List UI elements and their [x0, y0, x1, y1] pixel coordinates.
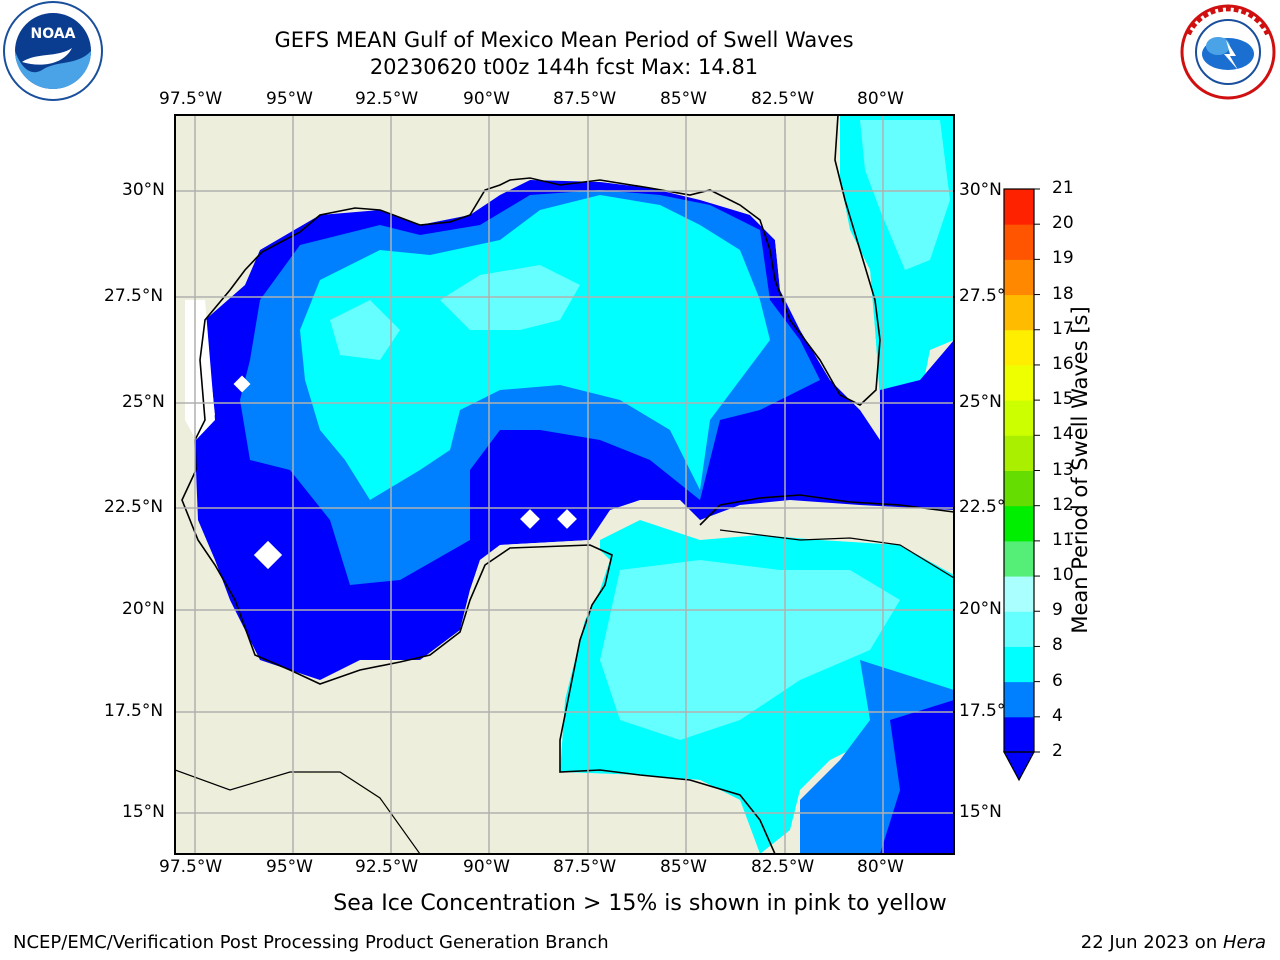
colorbar-label: Mean Period of Swell Waves [s] [1068, 306, 1092, 634]
colorbar [1002, 188, 1040, 782]
noaa-logo-icon: NOAA [2, 0, 104, 102]
yucatan-land [175, 540, 610, 854]
chart-title: GEFS MEAN Gulf of Mexico Mean Period of … [274, 28, 854, 52]
chart-subtitle: 20230620 t00z 144h fcst Max: 14.81 [369, 55, 759, 79]
gulf-swell-field-6s [300, 195, 770, 500]
colorbar-tick-label: 21 [1052, 178, 1074, 198]
colorbar-tick-label: 13 [1052, 459, 1074, 480]
no-data-patch-5 [233, 375, 251, 393]
colorbar-tick-label: 11 [1052, 529, 1074, 550]
machine-name: Hera [1222, 932, 1266, 953]
colorbar-swatch [1004, 611, 1034, 647]
lon-label-top: 82.5°W [751, 89, 815, 109]
colorbar-swatch [1004, 400, 1034, 436]
colorbar-tick-label: 19 [1052, 248, 1074, 269]
colorbar-swatch [1004, 224, 1034, 260]
colorbar-swatch [1004, 716, 1034, 753]
map-frame [174, 114, 955, 855]
colorbar-swatch [1004, 540, 1034, 577]
lon-label-top: 92.5°W [355, 89, 419, 109]
gulf-swell-field-8s-b [330, 300, 400, 360]
lat-label-left: 22.5°N [104, 497, 164, 517]
caribbean-swell-field-2s [880, 700, 954, 854]
graticule [175, 115, 954, 854]
lat-label-left: 15°N [122, 802, 165, 822]
colorbar-swatch [1004, 576, 1034, 612]
lat-label-right: 17.5°N [959, 701, 1019, 721]
atlantic-swell-field-2s [880, 340, 954, 510]
coastline-gulf [194, 115, 881, 471]
colorbar-tick-label: 20 [1052, 213, 1074, 234]
lon-label-bottom: 85°W [660, 857, 707, 877]
colorbar-swatch [1004, 364, 1034, 401]
lon-label-top: 87.5°W [553, 89, 617, 109]
lon-label-bottom: 80°W [857, 857, 904, 877]
lon-label-bottom: 92.5°W [355, 857, 419, 877]
lon-label-top: 85°W [660, 89, 707, 109]
lat-label-left: 27.5°N [104, 286, 164, 306]
lat-label-left: 20°N [122, 599, 165, 619]
colorbar-swatch [1004, 646, 1034, 683]
lat-label-right: 25°N [959, 392, 1002, 412]
date-prefix: 22 Jun 2023 on [1080, 932, 1223, 953]
coastline-pacific [175, 769, 421, 854]
coastline-mexico [181, 469, 776, 854]
colorbar-swatch [1004, 329, 1034, 366]
colorbar-swatch [1004, 470, 1034, 507]
coastline-cuba [699, 494, 954, 526]
sea-ice-note: Sea Ice Concentration > 15% is shown in … [333, 891, 947, 916]
colorbar-tick-label: 18 [1052, 283, 1074, 304]
lon-label-top: 95°W [266, 89, 313, 109]
caribbean-swell-field-8s [600, 560, 900, 740]
lon-label-top: 97.5°W [159, 89, 223, 109]
lon-label-bottom: 90°W [463, 857, 510, 877]
nws-logo-icon [1178, 4, 1278, 100]
coastline-cuba-south [719, 529, 954, 579]
colorbar-swatch [1004, 189, 1034, 225]
colorbar-swatch [1004, 259, 1034, 296]
colorbar-tick-label: 15 [1052, 389, 1074, 410]
lat-label-right: 30°N [959, 180, 1002, 200]
florida-land [750, 115, 880, 410]
colorbar-swatch [1004, 505, 1034, 542]
colorbar-swatch [1004, 435, 1034, 471]
no-data-patch-2 [253, 540, 283, 570]
colorbar-tick-label: 10 [1052, 565, 1074, 586]
lat-label-left: 30°N [122, 180, 165, 200]
lon-label-bottom: 97.5°W [159, 857, 223, 877]
lon-label-top: 80°W [857, 89, 904, 109]
cuba-land [700, 500, 954, 540]
lat-label-left: 25°N [122, 392, 165, 412]
colorbar-tick-label: 9 [1052, 600, 1063, 621]
no-data-patch-1 [185, 300, 215, 440]
credit-text: NCEP/EMC/Verification Post Processing Pr… [13, 932, 609, 953]
colorbar-tick-label: 14 [1052, 424, 1074, 445]
lat-label-right: 22.5°N [959, 497, 1019, 517]
colorbar-tick-label: 12 [1052, 494, 1074, 515]
colorbar-extend-arrow [1002, 751, 1036, 782]
lat-label-right: 15°N [959, 802, 1002, 822]
lat-label-left: 17.5°N [104, 701, 164, 721]
colorbar-swatch [1004, 681, 1034, 718]
colorbar-tick-label: 4 [1052, 705, 1063, 726]
colorbar-swatch [1004, 294, 1034, 331]
lon-label-bottom: 87.5°W [553, 857, 617, 877]
colorbar-tick-label: 2 [1052, 741, 1063, 761]
date-text: 22 Jun 2023 on Hera [1081, 932, 1266, 953]
colorbar-tick-label: 8 [1052, 635, 1063, 656]
colorbar-tick-label: 17 [1052, 318, 1074, 339]
lat-label-right: 20°N [959, 599, 1002, 619]
lat-label-right: 27.5°N [959, 286, 1019, 306]
lon-label-bottom: 95°W [266, 857, 313, 877]
lon-label-bottom: 82.5°W [751, 857, 815, 877]
colorbar-tick-label: 6 [1052, 670, 1063, 691]
map-content [175, 115, 954, 854]
lon-label-top: 90°W [463, 89, 510, 109]
colorbar-tick-label: 16 [1052, 353, 1074, 374]
noaa-logo-text: NOAA [31, 26, 76, 42]
